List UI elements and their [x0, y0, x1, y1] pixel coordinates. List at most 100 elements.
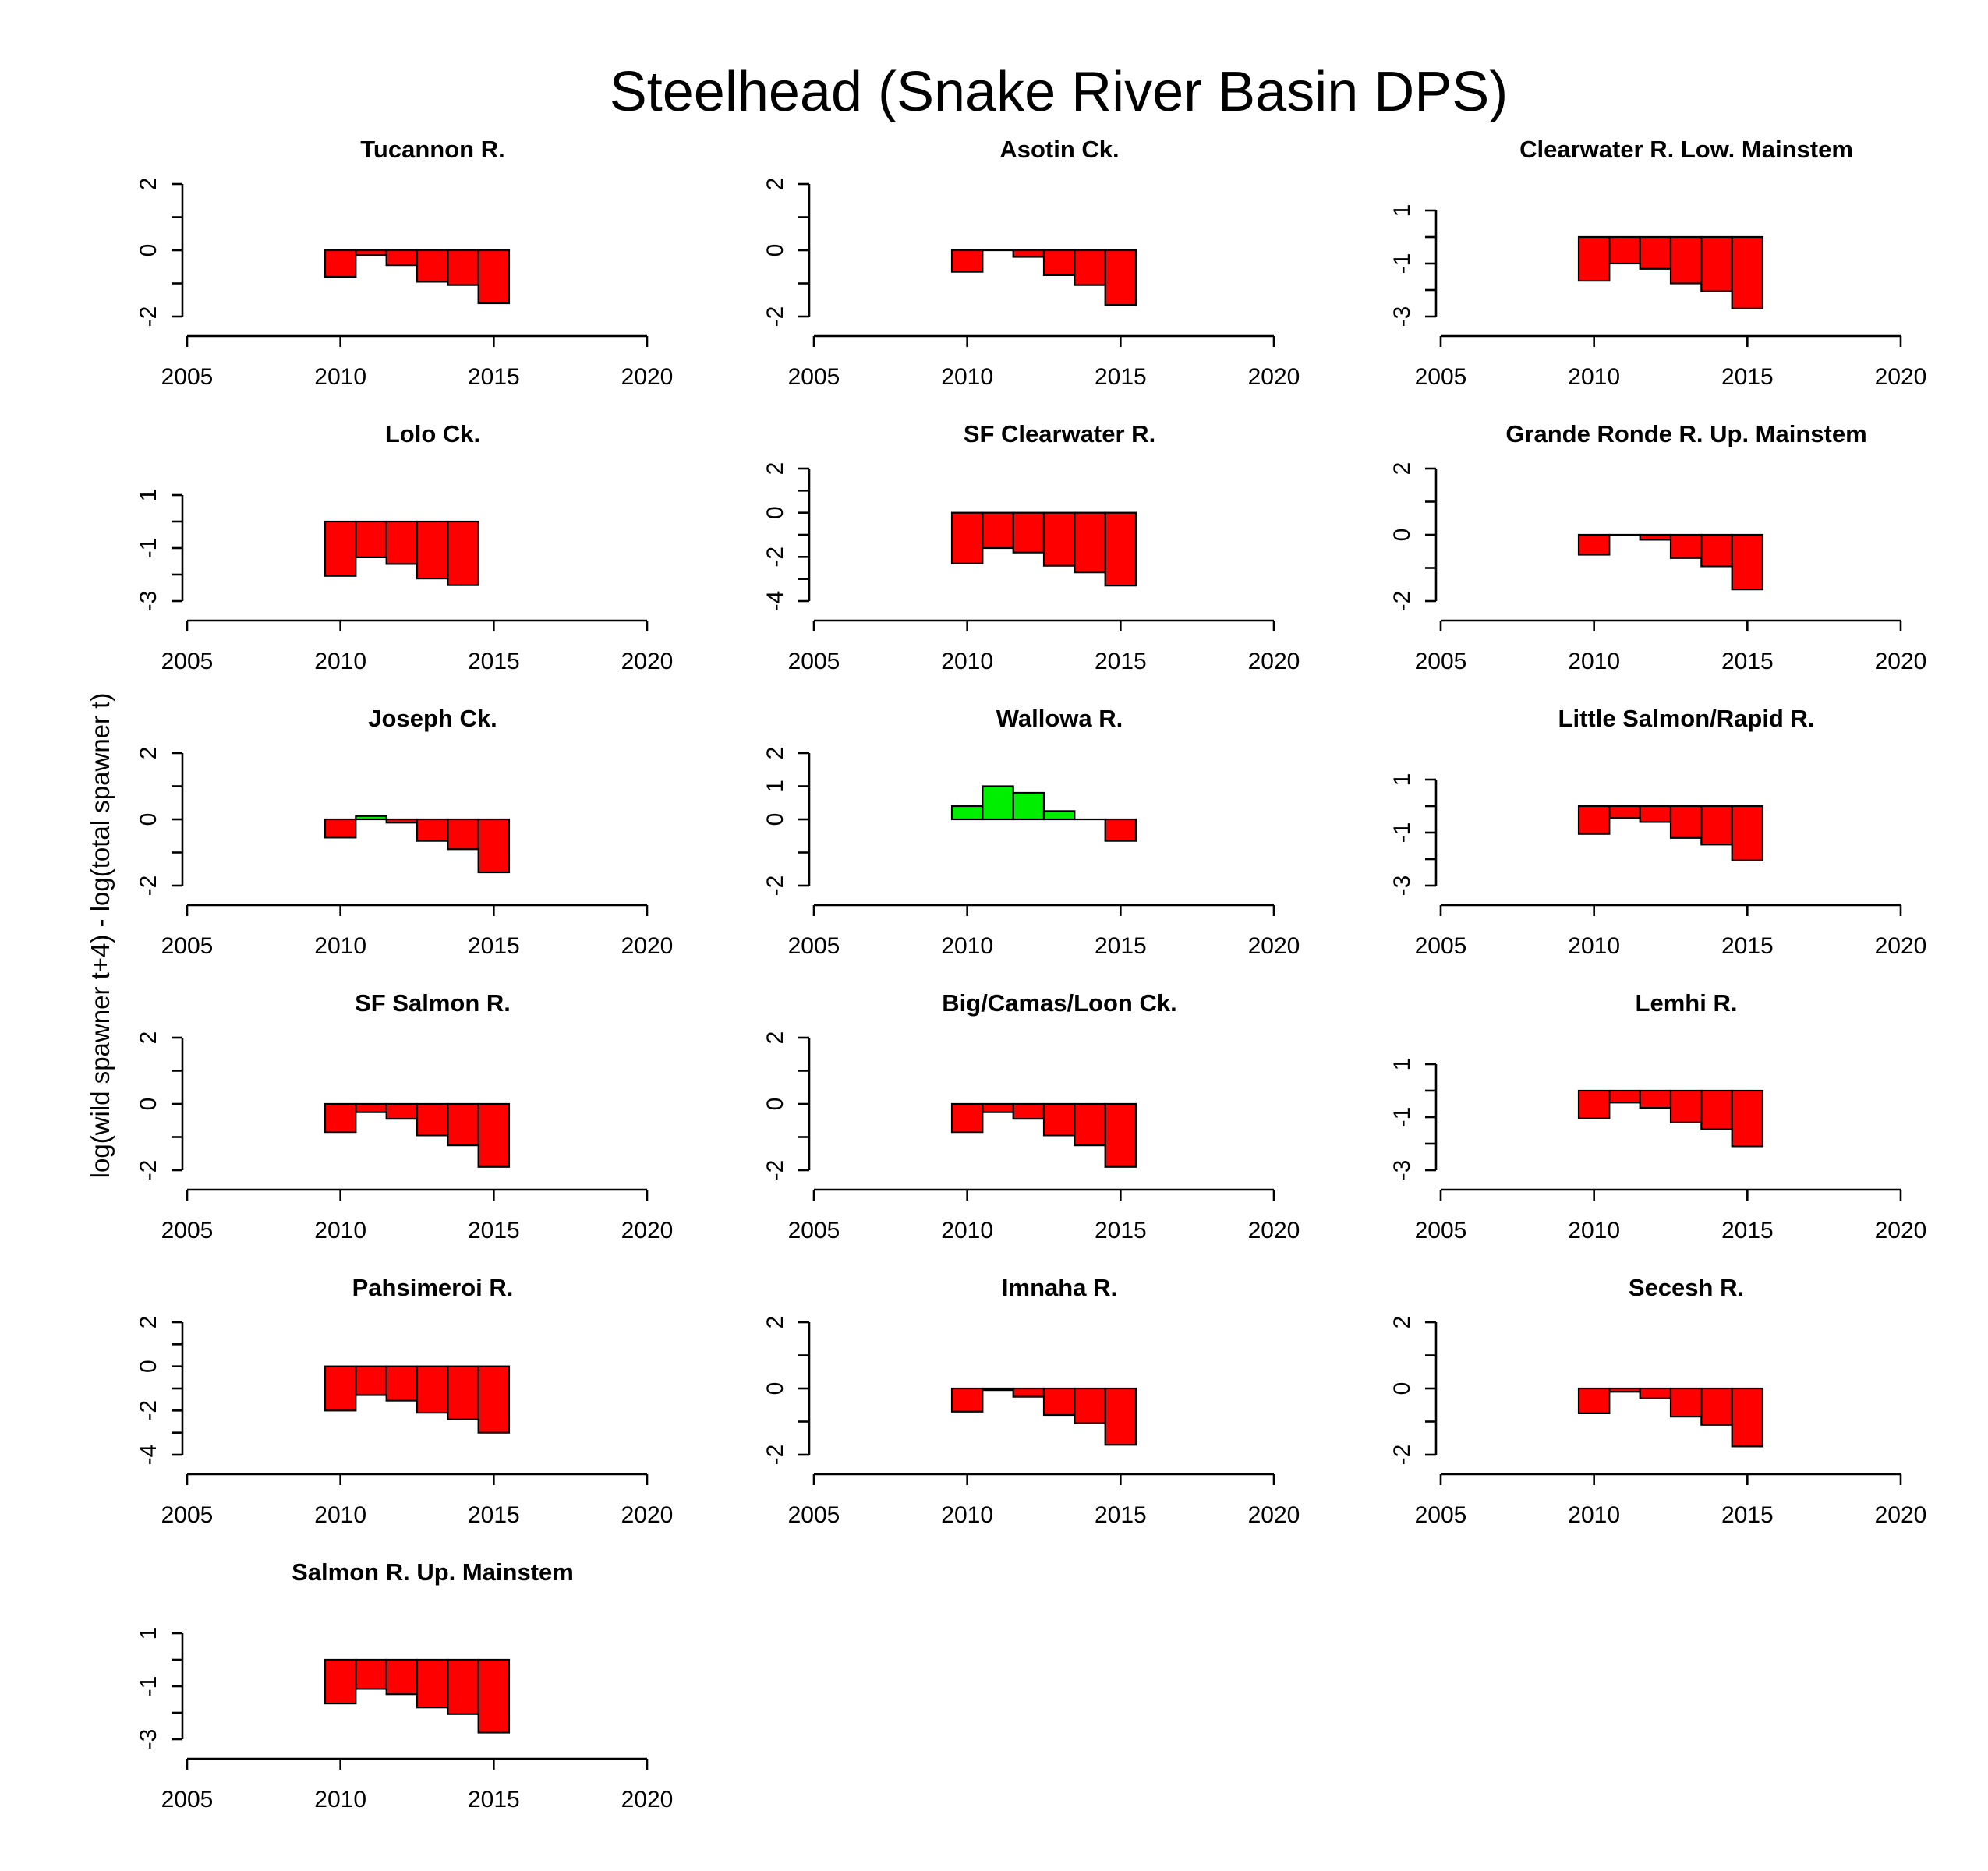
- panel: Asotin Ck. -2 0 2 2005 2010 2015 2020: [762, 136, 1300, 390]
- bar: [1104, 818, 1137, 842]
- y-tick-label: -3: [136, 591, 161, 612]
- x-tick-label: 2020: [621, 1218, 674, 1243]
- bar: [1074, 1387, 1106, 1424]
- bar: [1104, 249, 1137, 306]
- bar: [324, 1102, 357, 1134]
- x-tick-label: 2020: [1875, 649, 1927, 674]
- y-tick-label: 2: [762, 462, 788, 476]
- y-tick-label: 0: [136, 813, 161, 826]
- x-tick-label: 2010: [1568, 1502, 1620, 1528]
- bar: [447, 249, 479, 286]
- x-tick-label: 2020: [1875, 1218, 1927, 1243]
- bar: [1700, 533, 1733, 568]
- y-tick-label: -2: [136, 875, 161, 897]
- x-tick-label: 2010: [314, 364, 366, 390]
- x-tick-label: 2015: [468, 1787, 520, 1813]
- bar: [385, 818, 419, 824]
- x-tick-label: 2005: [1415, 1502, 1467, 1528]
- bar: [1042, 511, 1076, 567]
- bar: [324, 249, 357, 278]
- x-tick-label: 2020: [1248, 1218, 1300, 1243]
- panel: Tucannon R. -2 0 2 2005 2010 2015 2020: [136, 136, 673, 390]
- panel: SF Salmon R. -2 0 2 2005 2010 2015 2020: [136, 989, 673, 1243]
- y-tick-label: -1: [1389, 822, 1415, 844]
- y-tick-label: 0: [1389, 529, 1415, 542]
- bar: [1577, 533, 1611, 556]
- panel: Lolo Ck. -3 -1 1 2005 2010 2015 2020: [136, 420, 673, 674]
- bar: [1700, 235, 1733, 292]
- y-tick-label: 1: [136, 489, 161, 502]
- bar: [447, 1658, 479, 1715]
- bar: [385, 520, 419, 565]
- panel: Imnaha R. -2 0 2 2005 2010 2015 2020: [762, 1274, 1300, 1528]
- x-tick-label: 2010: [1568, 1218, 1620, 1243]
- bar: [355, 815, 387, 821]
- bar: [477, 1365, 511, 1434]
- x-tick-label: 2015: [1095, 364, 1147, 390]
- y-tick-label: 0: [762, 506, 788, 519]
- panel-title: Tucannon R.: [360, 136, 504, 163]
- bar: [1669, 1387, 1703, 1418]
- bar: [1639, 235, 1672, 270]
- bar: [324, 1658, 357, 1705]
- x-tick-label: 2015: [1095, 649, 1147, 674]
- panel-title: Imnaha R.: [1002, 1274, 1117, 1301]
- x-tick-label: 2005: [161, 1787, 214, 1813]
- bar: [1669, 235, 1703, 285]
- x-tick-label: 2020: [621, 364, 674, 390]
- bar: [950, 805, 984, 821]
- bar: [1012, 1387, 1045, 1398]
- x-tick-label: 2015: [1721, 649, 1774, 674]
- y-tick-label: -1: [136, 1676, 161, 1697]
- bar: [385, 249, 419, 267]
- bar: [355, 520, 387, 559]
- y-tick-label: -2: [762, 546, 788, 568]
- y-tick-label: 0: [762, 813, 788, 826]
- panel-title: Pahsimeroi R.: [352, 1274, 514, 1301]
- bar: [385, 1658, 419, 1696]
- bar: [1074, 511, 1106, 574]
- y-tick-label: -2: [136, 1160, 161, 1181]
- y-tick-label: 2: [136, 1031, 161, 1045]
- bar: [1669, 805, 1703, 839]
- bar: [1042, 1102, 1076, 1137]
- y-tick-label: 2: [762, 178, 788, 191]
- x-tick-label: 2005: [161, 1218, 214, 1243]
- bar: [1731, 805, 1764, 861]
- x-tick-label: 2015: [1721, 364, 1774, 390]
- x-tick-label: 2010: [941, 649, 993, 674]
- bar: [1042, 810, 1076, 821]
- bar: [1104, 1102, 1137, 1168]
- bar: [1104, 511, 1137, 587]
- panel: Big/Camas/Loon Ck. -2 0 2 2005 2010 2015 2020: [762, 989, 1300, 1243]
- x-tick-label: 2020: [621, 649, 674, 674]
- x-tick-label: 2015: [1721, 933, 1774, 959]
- x-tick-label: 2010: [314, 933, 366, 959]
- bar: [355, 1365, 387, 1396]
- bar: [982, 785, 1014, 821]
- panel: Secesh R. -2 0 2 2005 2010 2015 2020: [1389, 1274, 1926, 1528]
- bar: [1012, 791, 1045, 821]
- panel: Wallowa R. -2 0 1 2 2005 2010 2015 2020: [762, 705, 1300, 959]
- y-tick-label: -1: [1389, 253, 1415, 274]
- bar: [416, 1102, 449, 1137]
- x-tick-label: 2010: [314, 1502, 366, 1528]
- y-tick-label: 0: [762, 244, 788, 257]
- y-tick-label: 1: [1389, 204, 1415, 218]
- bar: [1042, 249, 1076, 276]
- y-tick-label: -3: [1389, 875, 1415, 897]
- x-tick-label: 2010: [941, 1218, 993, 1243]
- y-tick-label: 2: [136, 178, 161, 191]
- panel-title: Little Salmon/Rapid R.: [1558, 705, 1815, 732]
- y-tick-label: 0: [762, 1098, 788, 1111]
- bar: [1639, 533, 1672, 541]
- x-tick-label: 2020: [1248, 649, 1300, 674]
- x-tick-label: 2020: [1248, 364, 1300, 390]
- y-tick-label: 2: [762, 747, 788, 760]
- x-tick-label: 2020: [1875, 364, 1927, 390]
- bar: [1700, 1089, 1733, 1130]
- y-tick-label: -1: [1389, 1107, 1415, 1128]
- panel-title: Secesh R.: [1629, 1274, 1744, 1301]
- bar: [950, 249, 984, 273]
